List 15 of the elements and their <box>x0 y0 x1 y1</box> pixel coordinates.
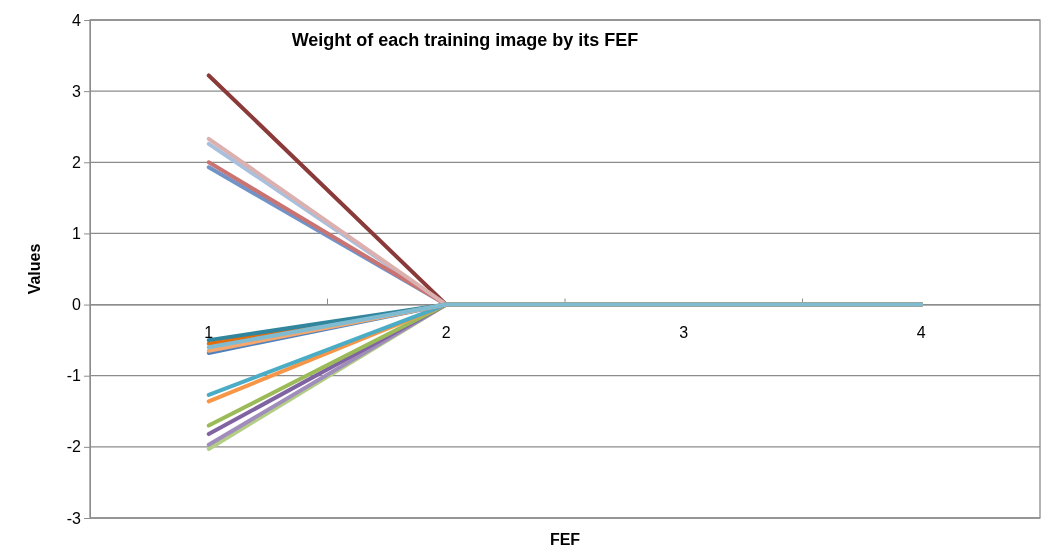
x-tick-label: 2 <box>441 323 451 341</box>
text: Weight of each training image by its FEF <box>291 30 639 50</box>
y-tick-label: -3 <box>66 509 82 527</box>
y-tick-label: -2 <box>66 438 82 456</box>
x-axis-title: FEF <box>549 531 581 548</box>
x-tick-label: 3 <box>679 323 689 341</box>
y-tick-label: 1 <box>72 225 82 243</box>
y-tick-label: -1 <box>66 367 82 385</box>
y-tick-label: 4 <box>72 11 82 29</box>
y-axis-title: Values <box>26 243 43 295</box>
y-tick-label: 2 <box>72 153 82 171</box>
x-tick-label: 1 <box>204 323 214 341</box>
x-tick-label: 4 <box>916 323 926 341</box>
y-tick-label: 3 <box>72 82 82 100</box>
y-tick-label: 0 <box>72 296 82 314</box>
